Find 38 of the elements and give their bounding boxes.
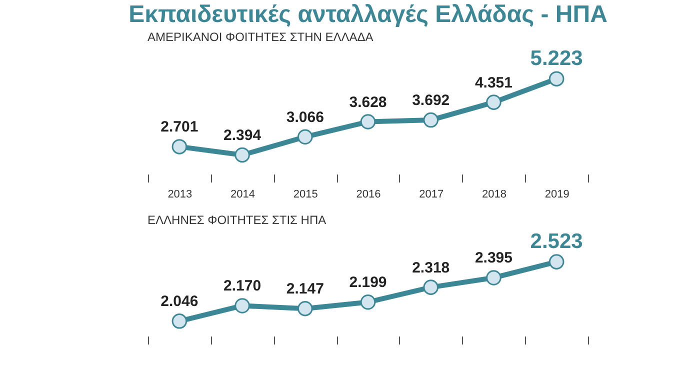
x-tick-label: 2013 bbox=[168, 188, 192, 200]
data-label: 2.394 bbox=[224, 126, 262, 144]
point bbox=[360, 294, 376, 310]
point bbox=[360, 114, 376, 130]
chart-subtitle: ΑΜΕΡΙΚΑΝΟΙ ΦΟΙΤΗΤΕΣ ΣΤΗΝ ΕΛΛΑΔΑ bbox=[148, 30, 374, 44]
chart-subtitle: ΕΛΛΗΝΕΣ ΦΟΙΤΗΤΕΣ ΣΤΙΣ ΗΠΑ bbox=[148, 212, 326, 227]
x-tick-label: 2018 bbox=[482, 188, 506, 200]
point bbox=[486, 270, 502, 286]
data-label: 2.701 bbox=[160, 118, 198, 136]
point bbox=[172, 314, 188, 329]
data-label: 5.223 bbox=[530, 46, 583, 70]
chart-title: Εκπαιδευτικές ανταλλαγές Ελλάδας - ΗΠΑ bbox=[128, 0, 608, 28]
data-label: 2.523 bbox=[530, 230, 583, 253]
point bbox=[298, 300, 313, 316]
x-tick-label: 2014 bbox=[230, 188, 256, 200]
x-tick-label: 2015 bbox=[293, 188, 318, 200]
data-label: 3.066 bbox=[286, 108, 324, 126]
point bbox=[548, 71, 564, 86]
data-label: 2.170 bbox=[224, 278, 262, 295]
point bbox=[548, 254, 564, 270]
point bbox=[234, 147, 250, 163]
point bbox=[423, 280, 438, 295]
x-tick-label: 2016 bbox=[356, 188, 381, 200]
point bbox=[486, 94, 502, 110]
point bbox=[298, 129, 313, 145]
data-label: 4.351 bbox=[474, 74, 512, 92]
data-label: 2.147 bbox=[286, 280, 324, 298]
x-tick-label: 2017 bbox=[419, 188, 444, 200]
data-label: 2.046 bbox=[160, 293, 198, 310]
point bbox=[172, 139, 188, 154]
data-label: 2.318 bbox=[412, 259, 450, 276]
x-tick-label: 2019 bbox=[544, 188, 570, 200]
data-label: 3.628 bbox=[349, 94, 387, 111]
point bbox=[234, 298, 250, 314]
data-label: 3.692 bbox=[412, 92, 450, 110]
point bbox=[423, 112, 438, 128]
data-label: 2.199 bbox=[349, 274, 387, 292]
data-label: 2.395 bbox=[474, 250, 512, 267]
